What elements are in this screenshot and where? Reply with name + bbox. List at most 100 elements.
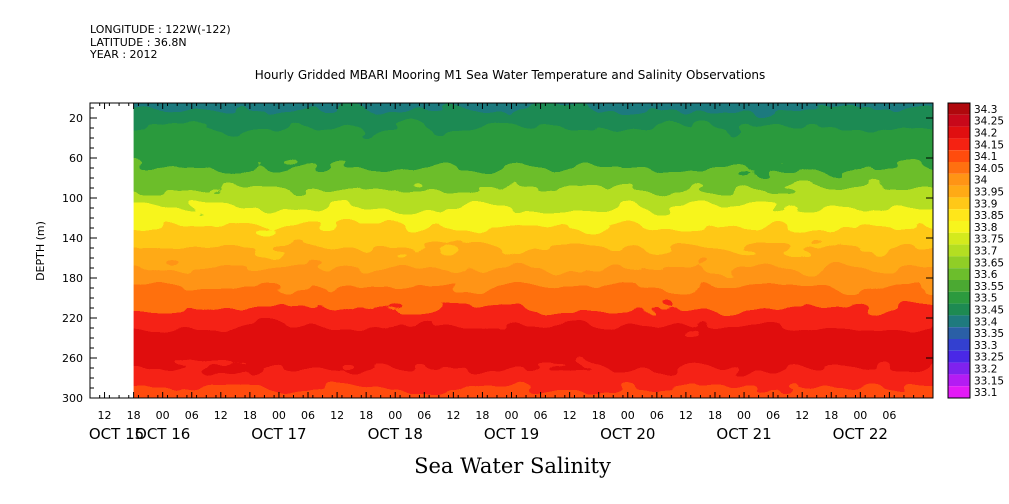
y-tick-label: 140 xyxy=(62,232,83,245)
no-data-region xyxy=(90,103,134,398)
x-hour-label: 12 xyxy=(98,409,112,422)
colorbar-swatch xyxy=(948,197,970,210)
colorbar-label: 34.05 xyxy=(974,163,1004,175)
x-hour-label: 18 xyxy=(359,409,373,422)
x-hour-label: 06 xyxy=(185,409,199,422)
colorbar-label: 33.15 xyxy=(974,375,1004,387)
y-tick-label: 220 xyxy=(62,312,83,325)
colorbar-swatch xyxy=(948,126,970,139)
x-day-label: OCT 17 xyxy=(251,425,306,443)
colorbar-label: 33.6 xyxy=(974,269,998,281)
colorbar-label: 33.75 xyxy=(974,234,1004,246)
salinity-band xyxy=(90,188,933,208)
x-hour-label: 12 xyxy=(679,409,693,422)
x-day-label: OCT 21 xyxy=(716,425,771,443)
colorbar-swatch xyxy=(948,256,970,269)
latitude-label: LATITUDE : 36.8N xyxy=(90,35,187,49)
year-label: YEAR : 2012 xyxy=(90,48,158,61)
x-axis-title: Sea Water Salinity xyxy=(414,454,611,478)
x-hour-label: 18 xyxy=(475,409,489,422)
colorbar-swatch xyxy=(948,162,970,174)
chart-title: Hourly Gridded MBARI Mooring M1 Sea Wate… xyxy=(254,68,766,82)
x-hour-label: 00 xyxy=(505,409,519,422)
colorbar-label: 34.3 xyxy=(974,104,997,116)
y-tick-label: 100 xyxy=(62,192,83,205)
longitude-label: LONGITUDE : 122W(-122) xyxy=(90,23,231,36)
y-axis-label: DEPTH (m) xyxy=(34,221,47,281)
colorbar-label: 33.9 xyxy=(974,198,997,210)
x-hour-label: 18 xyxy=(592,409,606,422)
salinity-band xyxy=(90,128,933,148)
x-hour-label: 06 xyxy=(882,409,896,422)
colorbar-swatch xyxy=(948,209,970,221)
salinity-band xyxy=(90,328,933,348)
colorbar-swatch xyxy=(948,327,970,339)
colorbar-label: 33.1 xyxy=(974,387,997,399)
x-hour-label: 12 xyxy=(330,409,344,422)
colorbar-swatch xyxy=(948,386,970,398)
colorbar-swatch xyxy=(948,114,970,127)
x-day-label: OCT 18 xyxy=(368,425,423,443)
x-day-label: OCT 20 xyxy=(600,425,655,443)
colorbar-label: 34.25 xyxy=(974,116,1004,128)
salinity-band xyxy=(90,110,933,128)
colorbar-swatch xyxy=(948,185,970,198)
colorbar-label: 33.4 xyxy=(974,316,998,328)
colorbar-label: 34.1 xyxy=(974,151,997,163)
colorbar-label: 33.85 xyxy=(974,210,1004,222)
x-hour-label: 18 xyxy=(243,409,257,422)
colorbar-swatch xyxy=(948,244,970,257)
x-day-label: OCT 19 xyxy=(484,425,539,443)
salinity-band xyxy=(90,268,933,288)
y-tick-label: 60 xyxy=(69,152,83,165)
colorbar-swatch xyxy=(948,268,970,280)
x-hour-label: 18 xyxy=(708,409,722,422)
salinity-band xyxy=(90,368,933,388)
x-hour-label: 12 xyxy=(214,409,228,422)
x-day-label: OCT 15 xyxy=(89,425,144,443)
colorbar-swatch xyxy=(948,303,970,316)
colorbar-swatch xyxy=(948,315,970,328)
colorbar-swatch xyxy=(948,232,970,245)
colorbar-label: 33.65 xyxy=(974,257,1004,269)
x-day-label: OCT 16 xyxy=(135,425,190,443)
salinity-band xyxy=(90,308,933,328)
x-hour-label: 12 xyxy=(563,409,577,422)
salinity-band xyxy=(90,288,933,308)
x-hour-label: 12 xyxy=(795,409,809,422)
salinity-band xyxy=(90,348,933,368)
x-hour-label: 06 xyxy=(650,409,664,422)
colorbar-label: 33.3 xyxy=(974,340,997,352)
colorbar-swatch xyxy=(948,339,970,351)
colorbar-label: 34.2 xyxy=(974,128,997,140)
y-tick-label: 20 xyxy=(69,112,83,125)
x-hour-label: 12 xyxy=(446,409,460,422)
salinity-band xyxy=(90,228,933,248)
colorbar-swatch xyxy=(948,350,970,363)
colorbar-label: 34.15 xyxy=(974,139,1004,151)
colorbar-swatch xyxy=(948,374,970,387)
salinity-band xyxy=(90,168,933,188)
colorbar-swatch xyxy=(948,173,970,186)
x-day-label: OCT 22 xyxy=(833,425,888,443)
y-tick-label: 180 xyxy=(62,272,83,285)
x-hour-label: 00 xyxy=(272,409,286,422)
colorbar-swatch xyxy=(948,291,970,304)
colorbar-swatch xyxy=(948,221,970,233)
colorbar-label: 33.55 xyxy=(974,281,1004,293)
colorbar-label: 33.5 xyxy=(974,293,997,305)
x-hour-label: 06 xyxy=(417,409,431,422)
x-hour-label: 06 xyxy=(534,409,548,422)
x-hour-label: 18 xyxy=(824,409,838,422)
colorbar-label: 33.95 xyxy=(974,187,1004,199)
colorbar-swatch xyxy=(948,362,970,375)
x-hour-label: 06 xyxy=(766,409,780,422)
salinity-band xyxy=(90,208,933,228)
x-hour-label: 06 xyxy=(301,409,315,422)
colorbar-label: 33.35 xyxy=(974,328,1004,340)
colorbar-swatch xyxy=(948,103,970,115)
salinity-band xyxy=(90,148,933,168)
x-hour-label: 00 xyxy=(621,409,635,422)
colorbar-label: 33.8 xyxy=(974,222,997,234)
